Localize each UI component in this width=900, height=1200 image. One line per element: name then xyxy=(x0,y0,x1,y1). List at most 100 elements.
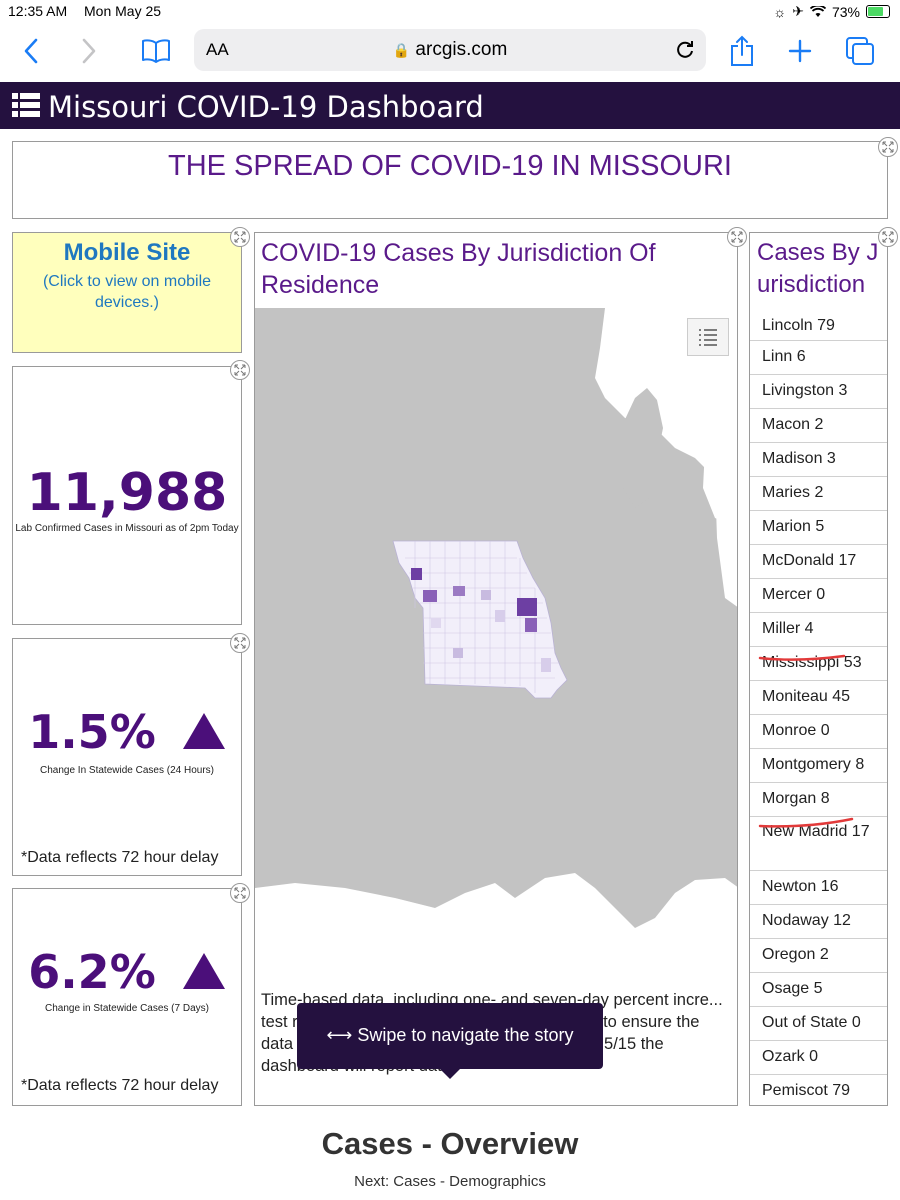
swipe-hint-text: Swipe to navigate the story xyxy=(357,1025,574,1045)
share-icon xyxy=(731,35,753,66)
status-time: 12:35 AM xyxy=(8,3,68,19)
change-24h-note: *Data reflects 72 hour delay xyxy=(21,849,219,866)
jurisdiction-row[interactable]: Osage 5 xyxy=(750,973,887,1007)
jurisdiction-row[interactable]: Macon 2 xyxy=(750,409,887,443)
url-text: arcgis.com xyxy=(415,39,508,60)
total-cases-caption: Lab Confirmed Cases in Missouri as of 2p… xyxy=(15,523,239,534)
jurisdiction-row[interactable]: Livingston 3 xyxy=(750,375,887,409)
tabs-button[interactable] xyxy=(845,36,875,66)
plus-icon xyxy=(788,39,812,63)
dashboard-header: Missouri COVID-19 Dashboard xyxy=(0,82,900,129)
red-underline-miller xyxy=(758,654,846,661)
swipe-hint-row: ⟷ Swipe to navigate the story xyxy=(297,1025,603,1046)
jurisdiction-row[interactable]: Monroe 0 xyxy=(750,715,887,749)
jurisdiction-row[interactable]: Mercer 0 xyxy=(750,579,887,613)
mobile-site-title[interactable]: Mobile Site xyxy=(63,239,191,266)
wifi-icon xyxy=(809,5,826,17)
jurisdiction-row[interactable]: Miller 4 xyxy=(750,613,887,647)
battery-percent: 73% xyxy=(831,3,860,20)
tabs-icon xyxy=(846,37,874,65)
mobile-site-panel[interactable]: Mobile Site (Click to view on mobile dev… xyxy=(12,232,242,353)
legend-button[interactable] xyxy=(687,318,729,356)
jurisdiction-row[interactable]: Nodaway 12 xyxy=(750,905,887,939)
jurisdiction-row[interactable]: McDonald 17 xyxy=(750,545,887,579)
jurisdiction-label: Morgan 8 xyxy=(762,790,830,807)
change-7d-value: 6.2% xyxy=(28,945,156,999)
list-menu-icon[interactable] xyxy=(12,92,40,118)
change-24h-caption: Change In Statewide Cases (24 Hours) xyxy=(40,765,214,776)
jurisdiction-row[interactable]: Moniteau 45 xyxy=(750,681,887,715)
jurisdiction-row[interactable]: Linn 6 xyxy=(750,341,887,375)
jurisdiction-row[interactable]: Ozark 0 xyxy=(750,1041,887,1075)
chevron-right-icon xyxy=(82,38,96,64)
status-right-group: ☼ ✈ 73% xyxy=(773,3,890,20)
next-section-link[interactable]: Next: Cases - Demographics xyxy=(354,1173,546,1190)
up-triangle-icon xyxy=(182,713,225,749)
map-canvas[interactable] xyxy=(255,308,738,980)
expand-icon[interactable] xyxy=(878,227,898,247)
jurisdiction-label: Livingston 3 xyxy=(762,382,848,399)
total-cases-value: 11,988 xyxy=(26,463,228,523)
bookmarks-button[interactable] xyxy=(139,36,173,66)
jurisdiction-label: Moniteau 45 xyxy=(762,688,851,705)
page-heading: THE SPREAD OF COVID-19 IN MISSOURI xyxy=(168,150,732,182)
back-button[interactable] xyxy=(16,36,46,66)
change-7d-panel: 6.2% Change in Statewide Cases (7 Days) … xyxy=(12,888,242,1106)
jurisdiction-label: Osage 5 xyxy=(762,980,823,997)
expand-icon[interactable] xyxy=(727,227,747,247)
jurisdiction-label: Out of State 0 xyxy=(762,1014,861,1031)
change-24h-row: 1.5% xyxy=(13,705,241,759)
jurisdiction-label: Newton 16 xyxy=(762,878,839,895)
expand-icon[interactable] xyxy=(230,227,250,247)
jurisdiction-row[interactable]: Montgomery 8 xyxy=(750,749,887,783)
jurisdiction-label: Monroe 0 xyxy=(762,722,830,739)
jurisdiction-label: Mississippi 53 xyxy=(762,654,862,671)
map-view[interactable] xyxy=(255,308,738,980)
battery-icon xyxy=(866,5,890,18)
swipe-hint-toast[interactable]: ⟷ Swipe to navigate the story xyxy=(297,1003,603,1079)
jurisdiction-list-title: Cases By Jurisdiction xyxy=(757,239,879,298)
red-underline-morgan xyxy=(758,817,854,828)
status-date: Mon May 25 xyxy=(84,3,162,19)
michigan-peninsula xyxy=(665,348,737,528)
jurisdiction-label: Ozark 0 xyxy=(762,1048,819,1065)
jurisdiction-label: Mercer 0 xyxy=(762,586,826,603)
jurisdiction-label: McDonald 17 xyxy=(762,552,857,569)
jurisdiction-label: Pemiscot 79 xyxy=(762,1082,851,1099)
address-bar[interactable]: AA 🔒 arcgis.com xyxy=(194,29,706,71)
new-tab-button[interactable] xyxy=(785,36,815,66)
jurisdiction-row[interactable]: Out of State 0 xyxy=(750,1007,887,1041)
jurisdiction-row[interactable]: Newton 16 xyxy=(750,871,887,905)
forward-button[interactable] xyxy=(74,36,104,66)
jurisdiction-label: Montgomery 8 xyxy=(762,756,865,773)
chevron-left-icon xyxy=(24,38,38,64)
expand-icon[interactable] xyxy=(878,137,898,157)
jurisdiction-label: Nodaway 12 xyxy=(762,912,851,929)
gulf-coast-land xyxy=(255,873,737,980)
text-size-button[interactable]: AA xyxy=(206,40,229,59)
jurisdiction-row[interactable]: Maries 2 xyxy=(750,477,887,511)
expand-icon[interactable] xyxy=(230,883,250,903)
total-cases-panel: 11,988 Lab Confirmed Cases in Missouri a… xyxy=(12,366,242,625)
jurisdiction-label: Miller 4 xyxy=(762,620,814,637)
jurisdiction-row[interactable]: Morgan 8 xyxy=(750,783,887,817)
jurisdiction-list-panel: Cases By Jurisdiction Lincoln 79 Linn 6 Li… xyxy=(749,232,888,1106)
expand-icon[interactable] xyxy=(230,360,250,380)
change-24h-panel: 1.5% Change In Statewide Cases (24 Hours… xyxy=(12,638,242,876)
shaded-counties xyxy=(411,568,551,672)
jurisdiction-label: Lincoln 79 xyxy=(762,317,835,334)
jurisdiction-row[interactable]: Marion 5 xyxy=(750,511,887,545)
reload-icon[interactable] xyxy=(674,38,696,60)
lake-michigan-shape xyxy=(617,388,663,508)
jurisdiction-row[interactable]: Pemiscot 79 xyxy=(750,1075,887,1105)
share-button[interactable] xyxy=(727,35,757,66)
change-7d-row: 6.2% xyxy=(13,945,241,999)
mobile-site-subtitle[interactable]: (Click to view on mobile devices.) xyxy=(42,273,212,311)
jurisdiction-row[interactable]: Mississippi 53 xyxy=(750,647,887,681)
jurisdiction-row[interactable]: Oregon 2 xyxy=(750,939,887,973)
url-display: 🔒 arcgis.com xyxy=(194,39,706,61)
expand-icon[interactable] xyxy=(230,633,250,653)
jurisdiction-row[interactable]: Madison 3 xyxy=(750,443,887,477)
missouri-state xyxy=(392,540,568,699)
jurisdiction-row[interactable]: Lincoln 79 xyxy=(750,317,887,341)
